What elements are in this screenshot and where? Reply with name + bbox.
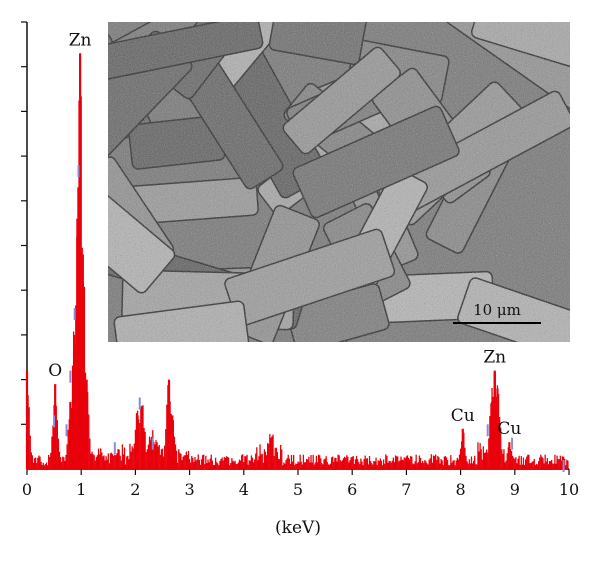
peak-label: Zn [483, 348, 506, 368]
peak-labels: O Zn Cu Zn Cu [48, 30, 521, 439]
sem-micrograph-inset: 10 μm [108, 22, 570, 342]
x-tick-label: 7 [401, 480, 411, 499]
x-tick-label: 2 [130, 480, 140, 499]
spectrum-series [25, 53, 569, 469]
x-tick-labels: 0 1 2 3 4 5 6 7 8 9 10 [22, 480, 579, 499]
scale-bar-label: 10 μm [473, 301, 521, 319]
x-tick-label: 3 [185, 480, 195, 499]
x-axis-title: (keV) [275, 518, 321, 538]
peak-label: O [48, 361, 62, 381]
x-tick-label: 5 [293, 480, 303, 499]
x-tick-label: 8 [456, 480, 466, 499]
peak-label: Zn [69, 30, 92, 50]
x-tick-label: 10 [559, 480, 579, 499]
x-tick-label: 4 [239, 480, 249, 499]
x-tick-label: 6 [347, 480, 357, 499]
x-tick-label: 0 [22, 480, 32, 499]
peak-label: Cu [497, 419, 521, 439]
peak-label: Cu [451, 406, 475, 426]
element-marker-series [53, 165, 565, 473]
x-tick-label: 9 [510, 480, 520, 499]
x-tick-label: 1 [76, 480, 86, 499]
